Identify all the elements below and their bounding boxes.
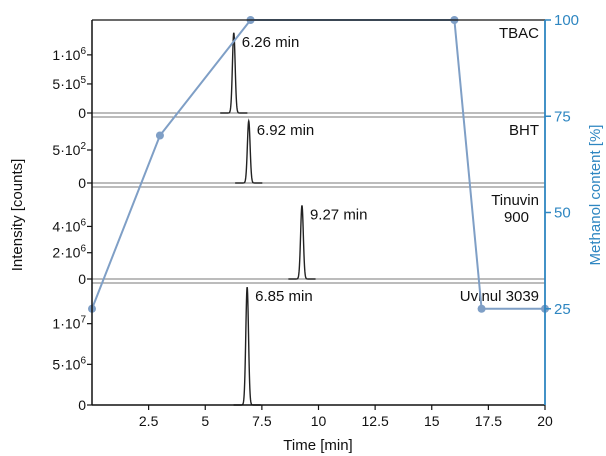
y-tick-label: 1·107	[52, 315, 86, 332]
compound-label: TBAC	[499, 25, 539, 42]
x-tick-label: 7.5	[252, 413, 272, 429]
x-tick-label: 10	[311, 413, 327, 429]
panel-1: 0 5·105 1·106 6.26 min TBAC	[52, 25, 545, 121]
peak-label: 6.85 min	[255, 288, 313, 305]
methanol-gradient-line	[91, 19, 545, 310]
right-tick-label: 100	[554, 12, 579, 29]
y-tick-label: 2·106	[52, 244, 86, 261]
x-tick-label: 2.5	[139, 413, 159, 429]
axes-layer: 2.5 5 7.5 10 12.5 15 17.5 20 25 50 75 100	[91, 12, 579, 429]
y-axis-title: Intensity [counts]	[9, 159, 26, 272]
compound-label: Uvinul 3039	[460, 288, 539, 305]
y-tick-label: 0	[78, 105, 86, 121]
right-tick-label: 25	[554, 301, 571, 318]
x-tick-label: 12.5	[362, 413, 389, 429]
y-tick-label: 0	[78, 175, 86, 191]
x-axis-title: Time [min]	[283, 437, 352, 454]
peak-trace	[235, 118, 263, 184]
y2-axis-title: Methanol content [%]	[587, 125, 604, 266]
panel-2: 0 5·102 6.92 min BHT	[52, 118, 545, 191]
peak-trace	[220, 32, 248, 114]
y-tick-label: 0	[78, 271, 86, 287]
panel-4: 0 5·106 1·107 6.85 min Uvinul 3039	[52, 286, 545, 413]
peak-trace	[288, 205, 316, 280]
gradient-layer	[88, 16, 549, 313]
compound-label: Tinuvin 900	[491, 192, 539, 226]
y-tick-label: 5·102	[52, 141, 86, 158]
y-tick-label: 5·106	[52, 355, 86, 372]
y-tick-label: 4·106	[52, 217, 86, 234]
panels-layer: 0 5·105 1·106 6.26 min TBAC 0 5·102 6.92 min BHT…	[52, 25, 545, 413]
gradient-point	[155, 131, 164, 140]
x-tick-label: 5	[201, 413, 209, 429]
peak-label: 6.92 min	[257, 122, 315, 139]
x-tick-label: 15	[424, 413, 440, 429]
peak-label: 9.27 min	[310, 206, 368, 223]
right-tick-label: 50	[554, 205, 571, 222]
panel-3: 0 2·106 4·106 9.27 min Tinuvin 900	[52, 192, 545, 287]
gradient-point	[477, 304, 486, 313]
y-tick-label: 0	[78, 397, 86, 413]
y-tick-label: 5·105	[52, 75, 86, 92]
right-tick-label: 75	[554, 108, 571, 125]
x-tick-label: 20	[537, 413, 553, 429]
y-tick-label: 1·106	[52, 46, 86, 63]
compound-label: BHT	[509, 122, 539, 139]
peak-label: 6.26 min	[242, 34, 300, 51]
x-tick-label: 17.5	[475, 413, 502, 429]
